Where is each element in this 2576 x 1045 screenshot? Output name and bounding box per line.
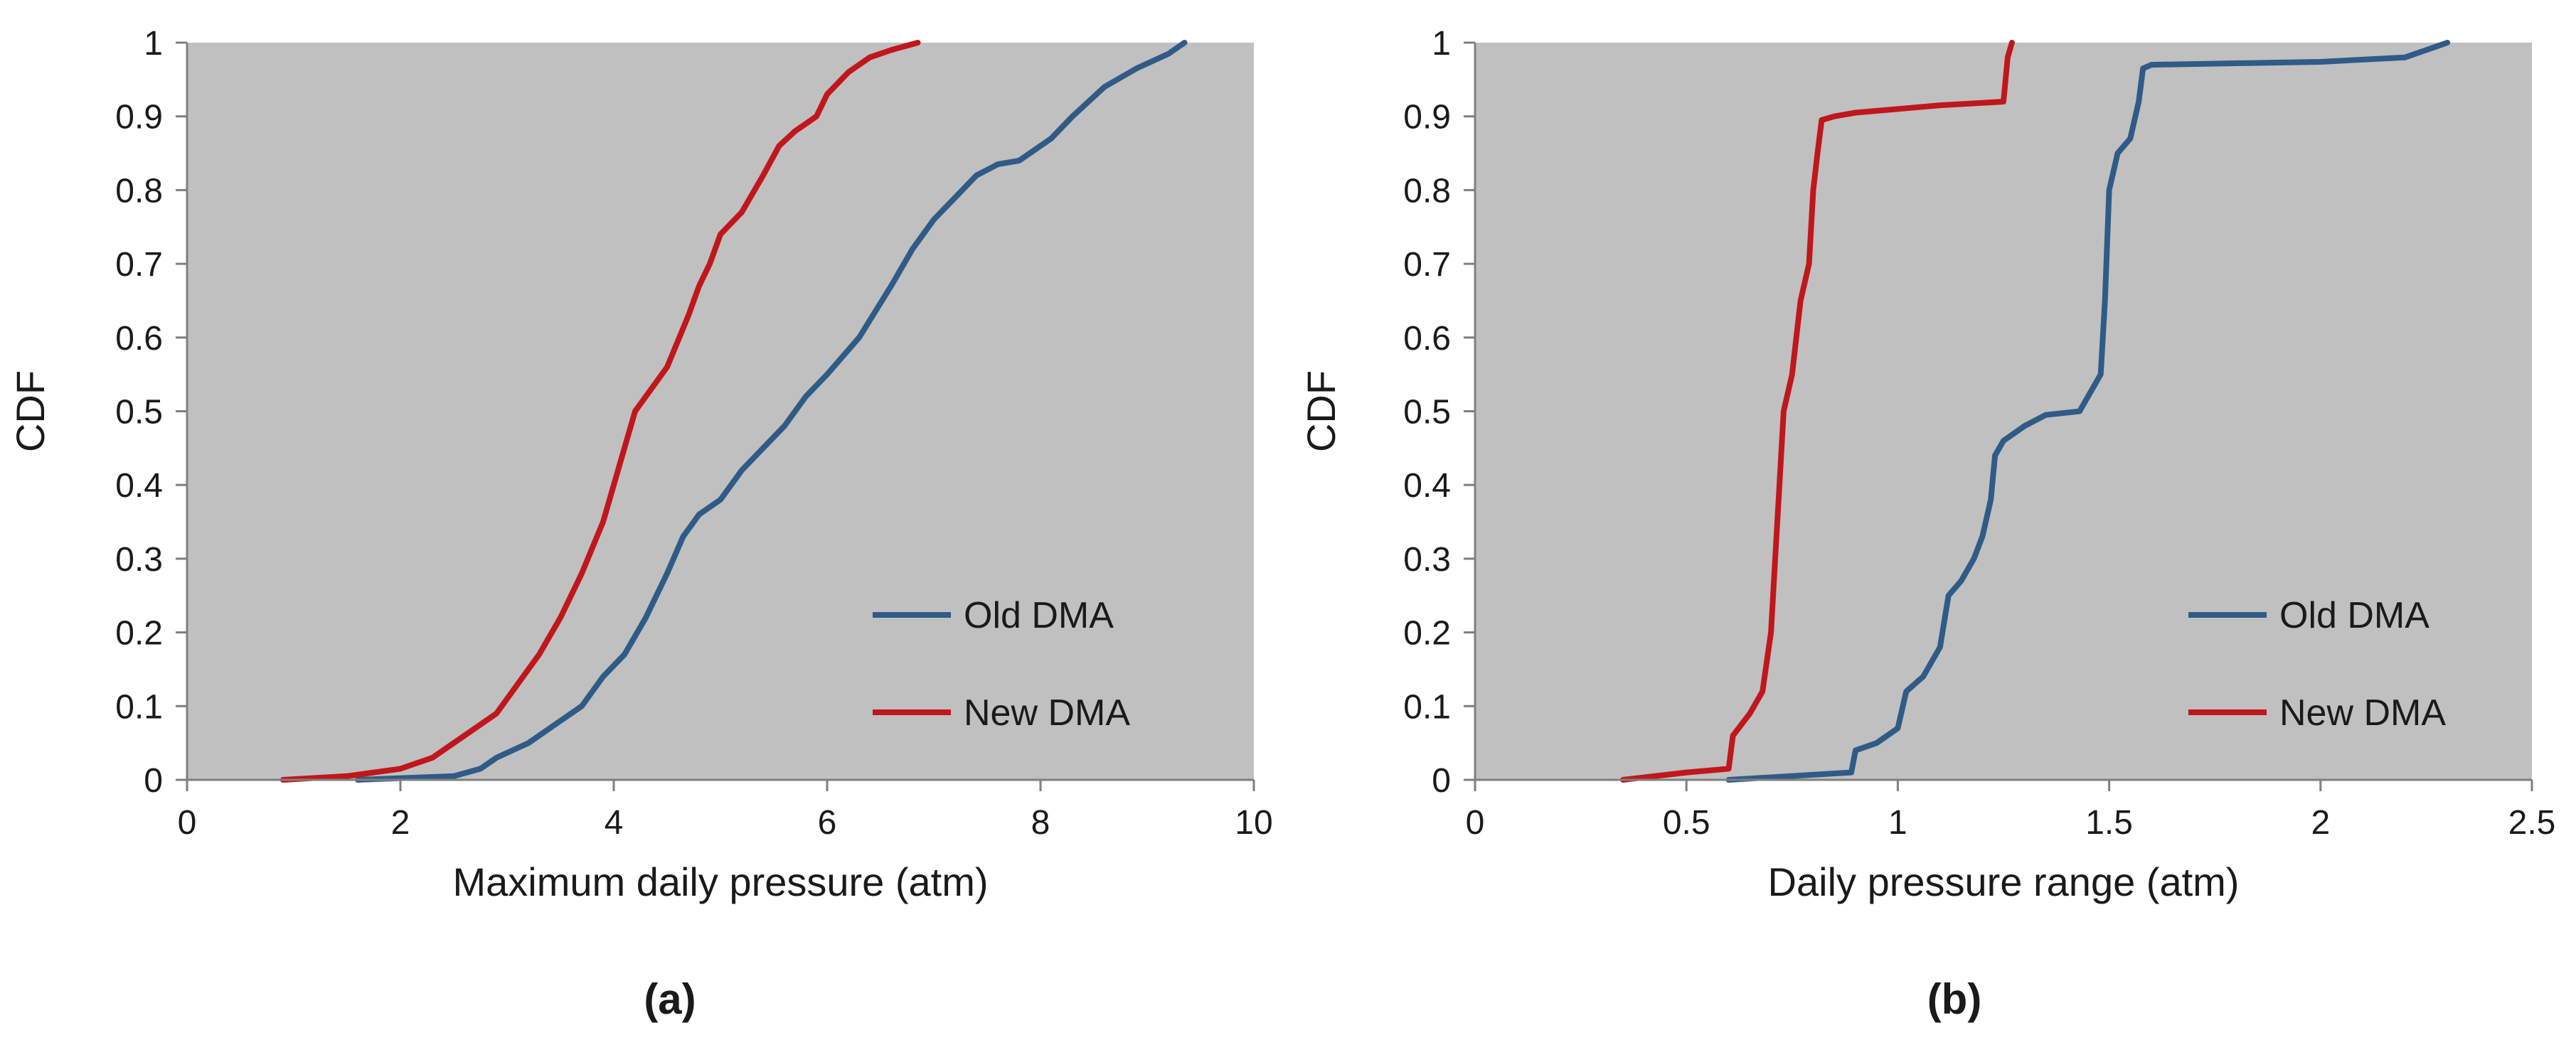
x-tick-label: 6 — [818, 804, 837, 842]
legend-label-old-dma-a: Old DMA — [964, 595, 1114, 636]
series-line-old-dma — [355, 40, 1188, 783]
x-tick-label: 0.5 — [1663, 804, 1710, 842]
legend-b: Old DMA New DMA — [2188, 595, 2446, 734]
panel-label-b: (b) — [1927, 975, 1982, 1023]
y-tick-label: 0 — [144, 762, 163, 800]
y-tick-label: 0.7 — [115, 246, 163, 284]
x-tick-label: 1.5 — [2085, 804, 2133, 842]
x-axis-title-a: Maximum daily pressure (atm) — [452, 859, 988, 904]
x-tick-label: 2.5 — [2508, 804, 2556, 842]
y-tick-label: 1 — [1432, 25, 1451, 63]
y-tick-label: 0.6 — [1403, 320, 1451, 358]
x-tick-label: 8 — [1031, 804, 1050, 842]
series-layer-a — [280, 40, 1188, 783]
x-tick-label: 0 — [1466, 804, 1485, 842]
plot-area-a — [187, 43, 1254, 780]
series-line-old-dma — [1725, 40, 2451, 783]
y-tick-label: 0.5 — [115, 394, 163, 432]
panel-label-a: (a) — [644, 975, 696, 1023]
y-tick-label: 0.5 — [1403, 394, 1451, 432]
y-tick-label: 0.7 — [1403, 246, 1451, 284]
y-tick-label: 0 — [1432, 762, 1451, 800]
legend-label-old-dma-b: Old DMA — [2279, 595, 2429, 636]
chart-panel-a: 0 2 4 6 8 10 0 0.1 0.2 0.3 0.4 0.5 0.6 0.7 0.8 0.9 1 Max… — [8, 25, 1273, 1023]
y-tick-label: 0.4 — [115, 467, 163, 505]
y-tick-label: 0.1 — [115, 688, 163, 726]
legend-label-new-dma-a: New DMA — [964, 692, 1130, 734]
tick-layer-b: 0 0.5 1 1.5 2 2.5 0 0.1 0.2 0.3 0.4 0.5 0.6 0.7 0.8 0.9… — [1403, 25, 2555, 842]
x-tick-label: 2 — [2311, 804, 2330, 842]
series-layer-b — [1620, 40, 2451, 783]
x-tick-label: 0 — [178, 804, 197, 842]
y-tick-label: 0.9 — [115, 99, 163, 136]
y-tick-label: 0.3 — [1403, 541, 1451, 579]
x-tick-label: 4 — [605, 804, 624, 842]
y-tick-label: 1 — [144, 25, 163, 63]
x-tick-label: 1 — [1888, 804, 1907, 842]
legend-label-new-dma-b: New DMA — [2279, 692, 2446, 734]
series-line-new-dma — [280, 40, 921, 783]
y-tick-label: 0.2 — [115, 615, 163, 653]
y-tick-label: 0.1 — [1403, 688, 1451, 726]
plot-area-b — [1475, 43, 2532, 780]
x-tick-label: 10 — [1235, 804, 1272, 842]
tick-layer-a: 0 2 4 6 8 10 0 0.1 0.2 0.3 0.4 0.5 0.6 0.7 0.8 0.9 1 — [115, 25, 1272, 842]
series-line-new-dma — [1620, 40, 2015, 783]
y-tick-label: 0.8 — [1403, 172, 1451, 210]
y-tick-label: 0.3 — [115, 541, 163, 579]
y-axis-title-b: CDF — [1299, 370, 1343, 452]
y-tick-label: 0.8 — [115, 172, 163, 210]
legend-a: Old DMA New DMA — [873, 595, 1130, 734]
chart-panel-b: 0 0.5 1 1.5 2 2.5 0 0.1 0.2 0.3 0.4 0.5 0.6 0.7 0.8 0.9… — [1299, 25, 2555, 1023]
y-tick-label: 0.4 — [1403, 467, 1451, 505]
y-tick-label: 0.6 — [115, 320, 163, 358]
x-tick-label: 2 — [391, 804, 410, 842]
y-axis-title-a: CDF — [8, 370, 53, 452]
y-tick-label: 0.9 — [1403, 99, 1451, 136]
x-axis-title-b: Daily pressure range (atm) — [1768, 859, 2240, 904]
y-tick-label: 0.2 — [1403, 615, 1451, 653]
